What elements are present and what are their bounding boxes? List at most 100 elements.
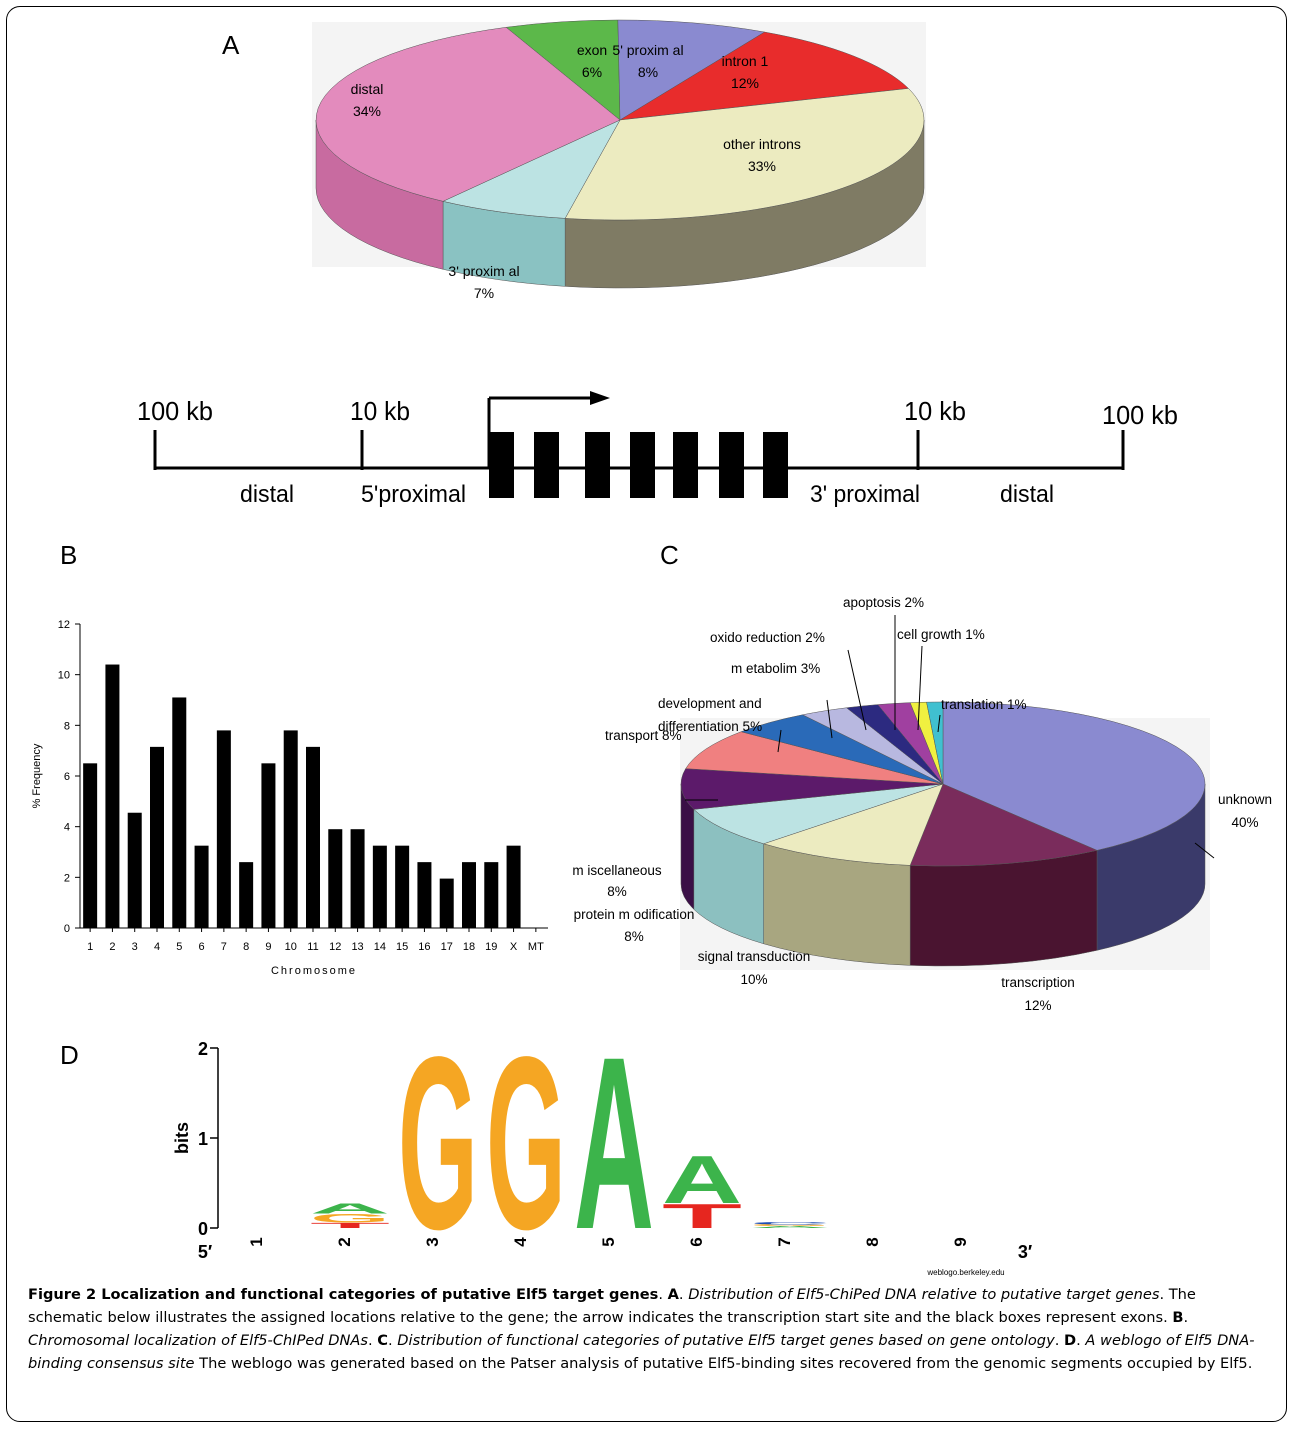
panel-d-position-9: 9 xyxy=(951,1237,970,1246)
panel-d-position-3: 3 xyxy=(423,1237,442,1246)
panel-a-slice-3 xyxy=(564,88,925,221)
panel-a-slice-5 xyxy=(315,27,621,202)
panel-d-letter-c-pos-7: C xyxy=(750,1221,830,1225)
figure-caption: Figure 2 Localization and functional cat… xyxy=(28,1286,1255,1372)
panel-b-xtick-label-1: 1 xyxy=(87,941,93,953)
panel-c-value-protein-modification: 8% xyxy=(624,929,644,944)
panel-c-leader-line-1 xyxy=(1194,842,1215,859)
panel-a-value-exon: 6% xyxy=(582,64,602,80)
panel-a-slice-2 xyxy=(619,31,910,121)
caption-d-text: The weblogo was generated based on the P… xyxy=(199,1355,1253,1372)
panel-c-slice-2 xyxy=(762,783,944,866)
scale-label-10kb-left: 10 kb xyxy=(350,396,410,426)
caption-b-title: Chromosomal localization of Elf5-ChIPed … xyxy=(28,1332,368,1349)
gene-location-schematic: 100 kb 10 kb 10 kb 100 kb distal 5'proximal 3'… xyxy=(137,391,1178,508)
panel-b-bar-chr-6 xyxy=(194,845,209,928)
panel-b-xtick-label-8: 8 xyxy=(243,941,249,953)
panel-c-slice-4 xyxy=(680,768,944,810)
panel-b-xtick-label-19: 19 xyxy=(485,941,497,953)
exon-box-3 xyxy=(585,432,610,498)
panel-b-bar-chr-13 xyxy=(350,829,365,928)
panel-b-bar-chr-10 xyxy=(283,730,298,928)
exon-box-7 xyxy=(763,432,788,498)
panel-c-slice-3 xyxy=(693,783,944,845)
panel-a-label-3-proxim-al: 3' proxim al xyxy=(448,263,519,279)
panel-b-xtick-label-5: 5 xyxy=(176,941,182,953)
panel-a-value-3-proxim-al: 7% xyxy=(474,285,494,301)
panel-c-leader-line-6 xyxy=(937,714,941,733)
panel-b-xtick-label-11: 11 xyxy=(307,941,318,953)
panel-c-side-1 xyxy=(909,850,1098,967)
caption-letter-a: A xyxy=(667,1286,679,1303)
caption-letter-c: C xyxy=(377,1332,388,1349)
panel-b-xtick-label-16: 16 xyxy=(418,941,430,953)
panel-b-bar-chr-18 xyxy=(462,862,476,928)
caption-c-title: Distribution of functional categories of… xyxy=(397,1332,1055,1349)
panel-b-bar-chr-4 xyxy=(150,746,164,928)
panel-b-ytick-label-10: 10 xyxy=(58,670,70,682)
panel-d-letter-a-pos-5: A xyxy=(574,1007,654,1280)
panel-letter-d: D xyxy=(60,1040,79,1070)
panel-d-letter-t-pos-6: T xyxy=(662,1197,742,1236)
panel-letter-a: A xyxy=(222,30,240,60)
panel-b-bar-chr-5 xyxy=(172,697,187,928)
panel-d-position-1: 1 xyxy=(247,1237,266,1246)
panel-b-bar-chr-11 xyxy=(306,746,320,928)
panel-c-label-oxido-reduction: oxido reduction 2% xyxy=(710,630,825,645)
panel-d-position-7: 7 xyxy=(775,1237,794,1246)
exon-box-4 xyxy=(630,432,655,498)
panel-c-label-cell-growth: cell growth 1% xyxy=(897,627,985,642)
panel-c-value-signal-transduction: 10% xyxy=(740,972,767,987)
panel-c-value-miscellaneous: 8% xyxy=(607,884,627,899)
tss-arrowhead-icon xyxy=(590,391,610,405)
exon-box-1 xyxy=(489,432,514,498)
panel-c-label-translation: translation 1% xyxy=(941,697,1027,712)
panel-d-ytick-label-1: 1 xyxy=(198,1129,208,1149)
caption-a-title: Distribution of Elf5-ChiPed DNA relative… xyxy=(688,1286,1160,1303)
panel-b-bar-chr-19 xyxy=(484,862,499,928)
panel-c-slice-0 xyxy=(942,701,1206,851)
panel-d-sequence-logo: 0 1 2 bits 1 2 3 4 5 6 7 8 9 5′ 3′ weblogo.berkeley.edu… xyxy=(172,1007,1032,1280)
exon-box-5 xyxy=(673,432,698,498)
panel-c-slice-5 xyxy=(685,731,944,785)
panel-d-ytick-label-2: 2 xyxy=(198,1039,208,1059)
panel-d-credit: weblogo.berkeley.edu xyxy=(926,1268,1004,1277)
panel-a-slice-1 xyxy=(617,19,766,121)
panel-b-ytick-label-12: 12 xyxy=(58,619,70,631)
panel-b-xtick-label-12: 12 xyxy=(329,941,341,953)
panel-b-xtick-label-13: 13 xyxy=(351,941,363,953)
region-label-5-proximal: 5'proximal xyxy=(361,481,466,508)
panel-c-label-transport: transport 8% xyxy=(605,728,682,743)
panel-c-label-protein-modification: protein m odification xyxy=(574,907,695,922)
panel-b-xtick-label-10: 10 xyxy=(285,941,297,953)
panel-b-bar-chr-12 xyxy=(328,829,343,928)
panel-a-value-intron-1: 12% xyxy=(731,75,759,91)
exon-box-2 xyxy=(534,432,559,498)
panel-b-bar-chr-7 xyxy=(216,730,231,928)
panel-d-letter-a-pos-2: A xyxy=(310,1200,390,1216)
panel-b-xtick-label-9: 9 xyxy=(265,941,271,953)
panel-b-ytick-label-8: 8 xyxy=(64,720,70,732)
panel-b-ytick-label-6: 6 xyxy=(64,771,70,783)
panel-d-position-8: 8 xyxy=(863,1237,882,1246)
panel-c-leader-line-3 xyxy=(826,699,833,739)
panel-c-label-signal-transduction: signal transduction xyxy=(698,949,811,964)
panel-a-slice-4 xyxy=(442,119,621,219)
scale-label-10kb-right: 10 kb xyxy=(904,396,966,426)
panel-b-y-axis-title: % Frequency xyxy=(31,743,43,808)
scale-label-100kb-right: 100 kb xyxy=(1102,400,1178,430)
panel-b-bar-chr-14 xyxy=(372,845,387,928)
panel-b-bar-chr-17 xyxy=(439,878,454,928)
panel-b-bar-chr-16 xyxy=(417,862,432,928)
panel-b-ytick-label-0: 0 xyxy=(64,923,70,935)
region-label-distal-left: distal xyxy=(240,481,294,508)
panel-a-label-other-introns: other introns xyxy=(723,136,801,152)
panel-b-xtick-label-3: 3 xyxy=(132,941,138,953)
panel-d-ytick-label-0: 0 xyxy=(198,1219,208,1239)
caption-a-text: The schematic below illustrates the assi… xyxy=(28,1286,1196,1326)
figure-canvas: exon 6% 5' proxim al 8% intron 1 12% other int… xyxy=(31,19,1272,1280)
panel-b-ytick-label-2: 2 xyxy=(64,872,70,884)
panel-c-label-miscellaneous: m iscellaneous xyxy=(572,863,662,878)
panel-c-label-metabolim: m etabolim 3% xyxy=(731,661,820,676)
